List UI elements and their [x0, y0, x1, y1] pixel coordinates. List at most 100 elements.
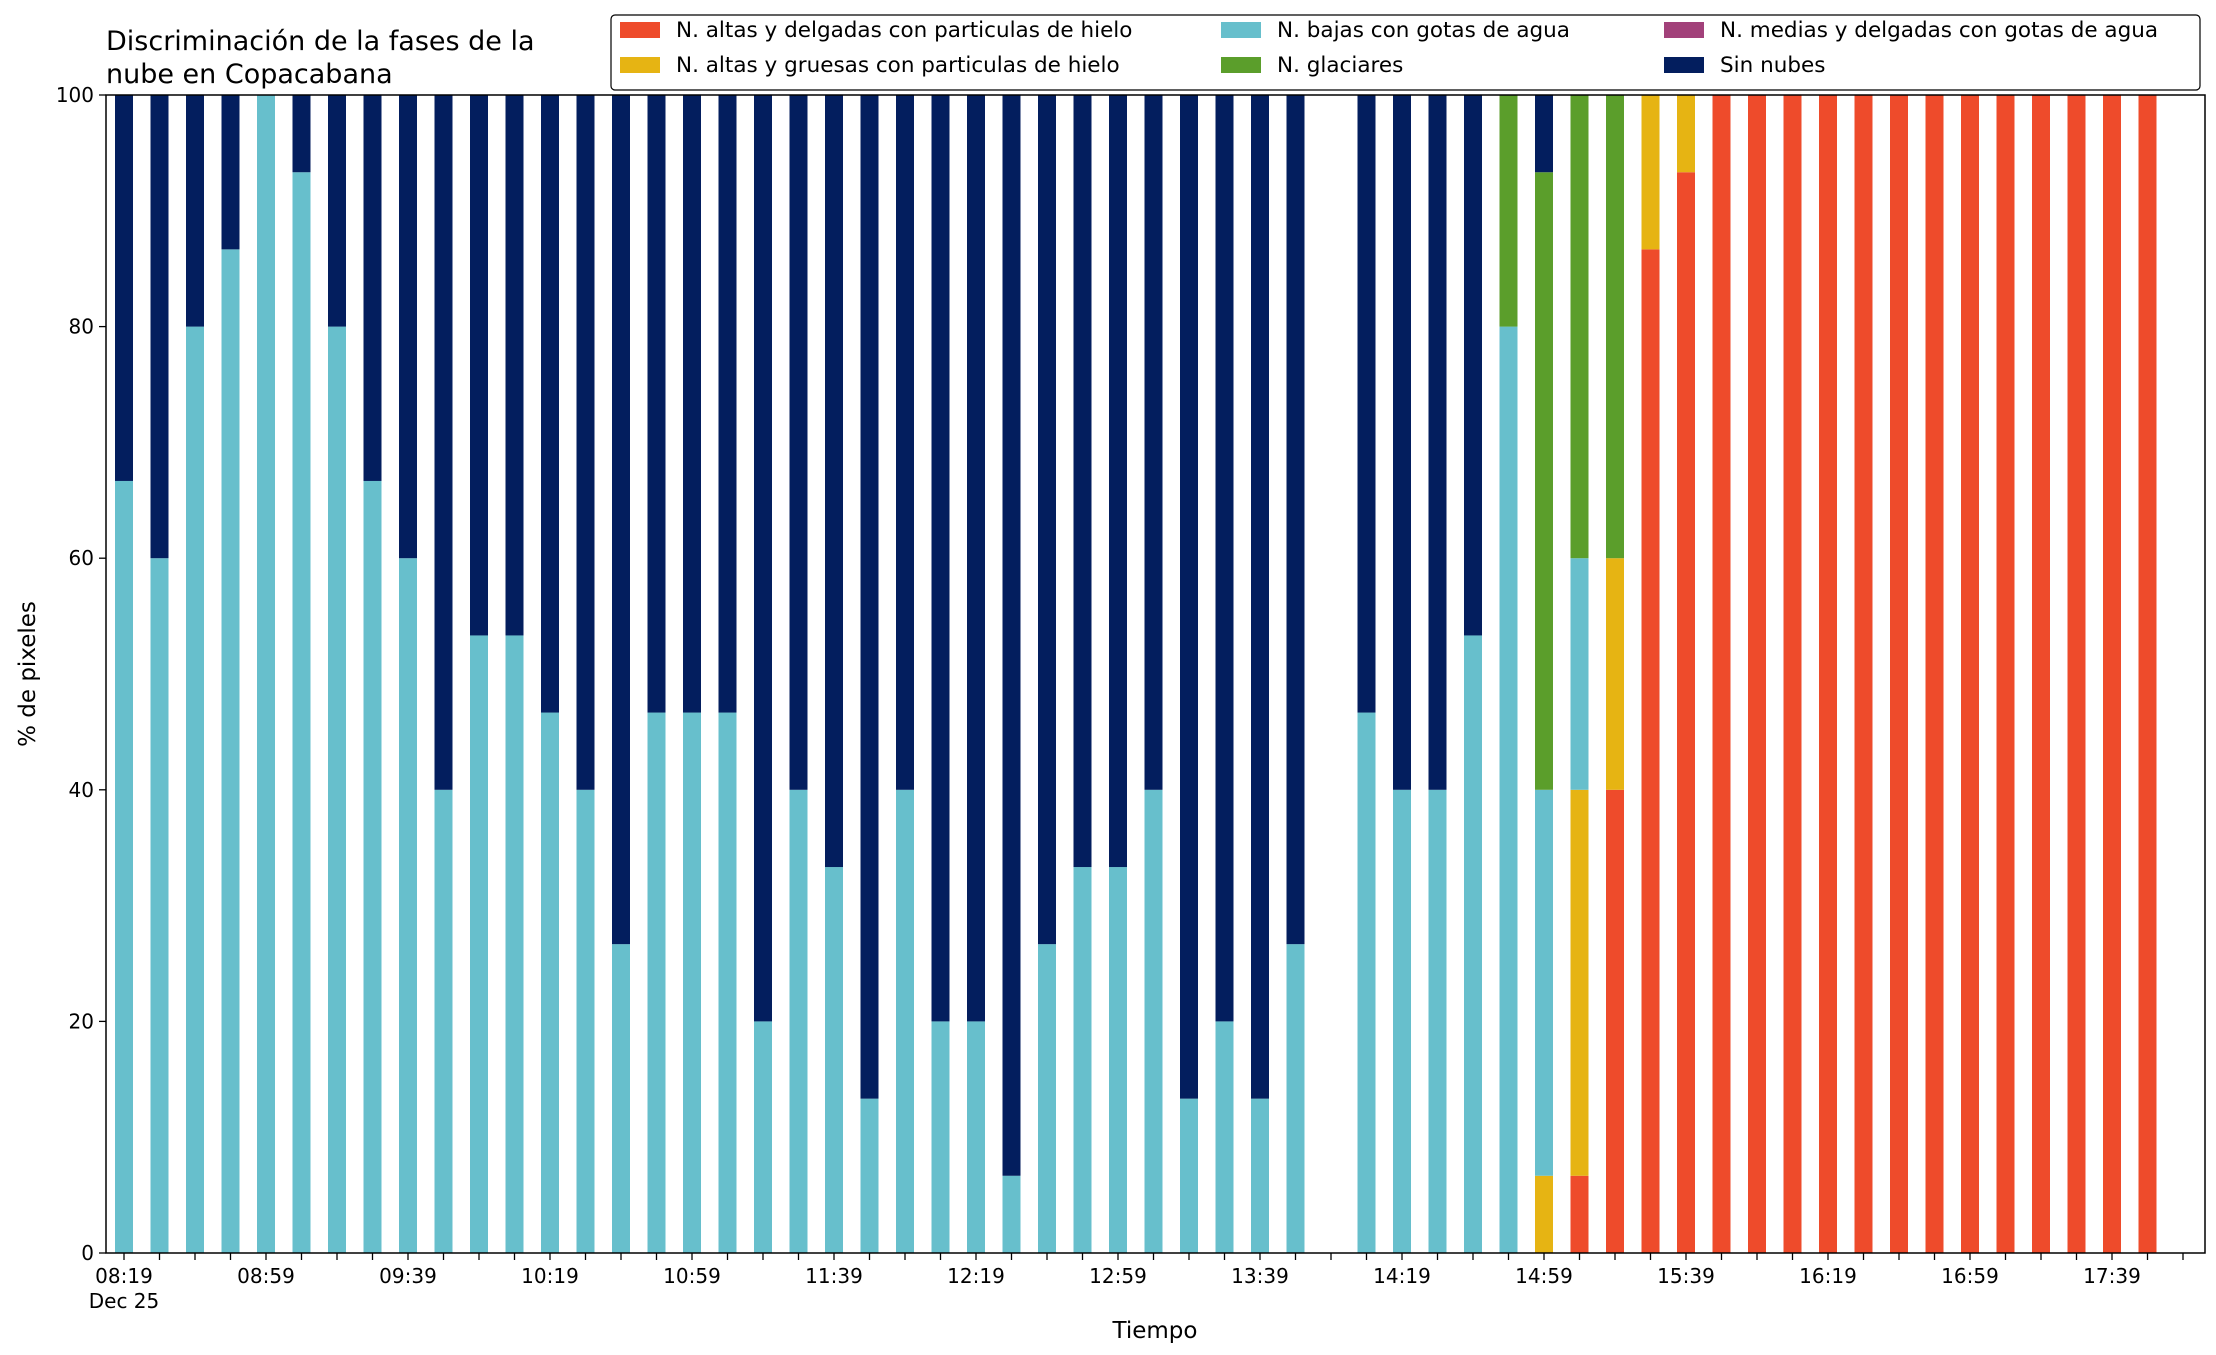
bar-segment: [1393, 789, 1411, 1253]
bar-segment: [612, 944, 630, 1253]
legend-swatch: [620, 22, 660, 38]
bar-segment: [896, 789, 914, 1253]
bar-segment: [1570, 789, 1589, 1176]
bar-segment: [1464, 95, 1482, 636]
bar-segment: [1215, 95, 1234, 1022]
bar-segment: [1570, 558, 1589, 790]
bars-group: [115, 95, 2157, 1254]
plot-frame: [105, 94, 2206, 1254]
bar-segment: [1073, 95, 1092, 868]
y-tick-label: 20: [69, 1009, 94, 1033]
y-tick-label: 80: [69, 315, 94, 339]
x-tick-label: 16:59: [1941, 1264, 1999, 1288]
x-axis-label: Tiempo: [1112, 1318, 1198, 1344]
bar-segment: [1996, 95, 2015, 1253]
x-tick-label: 11:39: [805, 1264, 863, 1288]
bar-segment: [1606, 789, 1624, 1253]
bar-segment: [2103, 95, 2121, 1253]
legend-swatch: [1221, 57, 1261, 73]
bar-segment: [1144, 95, 1163, 790]
bar-segment: [2032, 95, 2050, 1253]
x-tick-sublabel: Dec 25: [89, 1289, 160, 1313]
bar-segment: [1393, 95, 1411, 790]
bar-segment: [789, 789, 808, 1253]
bar-segment: [860, 95, 879, 1099]
bar-segment: [1961, 95, 1979, 1253]
bar-segment: [1925, 95, 1944, 1253]
chart-title-line-1: Discriminación de la fases de la: [106, 26, 535, 57]
bar-segment: [1038, 95, 1056, 945]
bar-segment: [1464, 635, 1482, 1253]
bar-segment: [1002, 95, 1021, 1176]
bar-segment: [1428, 789, 1447, 1253]
bar-segment: [257, 95, 275, 1253]
legend-label: N. medias y delgadas con gotas de agua: [1720, 18, 2158, 43]
bar-segment: [1890, 95, 1908, 1253]
bar-segment: [1109, 95, 1127, 868]
bar-segment: [1499, 95, 1518, 327]
bar-segment: [967, 1021, 985, 1253]
bar-segment: [186, 95, 204, 327]
bar-segment: [1073, 867, 1092, 1253]
bar-segment: [1002, 1175, 1021, 1253]
y-axis-label: % de pixeles: [15, 601, 41, 747]
bar-segment: [1357, 712, 1376, 1253]
bar-segment: [1606, 558, 1624, 790]
x-tick-label: 16:19: [1799, 1264, 1857, 1288]
bar-segment: [292, 172, 311, 1254]
y-tick-label: 100: [56, 83, 94, 107]
bar-segment: [541, 712, 559, 1253]
bar-segment: [541, 95, 559, 713]
x-tick-label: 13:39: [1231, 1264, 1289, 1288]
bar-segment: [2067, 95, 2086, 1253]
bar-segment: [1215, 1021, 1234, 1253]
bar-segment: [363, 480, 382, 1254]
bar-segment: [1854, 95, 1873, 1253]
bar-segment: [1535, 172, 1553, 790]
bar-segment: [718, 95, 737, 713]
bar-segment: [576, 95, 595, 790]
bar-segment: [896, 95, 914, 790]
bar-segment: [399, 95, 417, 559]
x-tick-label: 08:19: [95, 1264, 153, 1288]
bar-segment: [1535, 1175, 1553, 1253]
y-axis: 0 20 40 60 80 100: [56, 83, 106, 1265]
legend-label: Sin nubes: [1720, 53, 1825, 78]
bar-segment: [115, 480, 133, 1254]
bar-segment: [1677, 172, 1695, 1254]
bar-segment: [1180, 1098, 1198, 1253]
bar-segment: [505, 635, 524, 1253]
bar-segment: [399, 558, 417, 1253]
bar-segment: [150, 558, 169, 1253]
legend-swatch: [1221, 22, 1261, 38]
bar-segment: [1251, 1098, 1269, 1253]
bar-segment: [150, 95, 169, 559]
x-tick-label: 14:19: [1373, 1264, 1431, 1288]
bar-segment: [860, 1098, 879, 1253]
bar-segment: [470, 635, 488, 1253]
legend: N. altas y delgadas con particulas de hi…: [610, 14, 2201, 91]
x-tick-label: 12:19: [947, 1264, 1005, 1288]
bar-segment: [931, 1021, 950, 1253]
x-tick-label: 15:39: [1657, 1264, 1715, 1288]
bar-segment: [1180, 95, 1198, 1099]
bar-segment: [576, 789, 595, 1253]
bar-segment: [1677, 95, 1695, 173]
bar-segment: [754, 95, 772, 1022]
bar-segment: [825, 95, 843, 868]
y-tick-label: 0: [81, 1241, 94, 1265]
bar-segment: [1535, 789, 1553, 1176]
bar-segment: [1748, 95, 1766, 1253]
bar-segment: [718, 712, 737, 1253]
bar-segment: [328, 326, 346, 1254]
x-tick-label: 08:59: [237, 1264, 295, 1288]
bar-segment: [1570, 1175, 1589, 1253]
bar-segment: [683, 712, 701, 1253]
x-tick-label: 10:19: [521, 1264, 579, 1288]
bar-segment: [328, 95, 346, 327]
bar-segment: [1641, 249, 1660, 1254]
bar-segment: [1606, 95, 1624, 559]
bar-segment: [1499, 326, 1518, 1254]
